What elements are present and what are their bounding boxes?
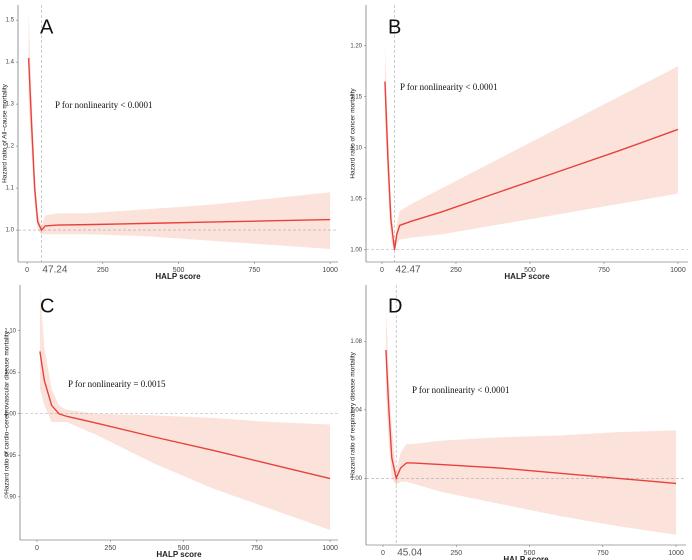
y-axis-label: Hazard ratio of cancer mortality [350, 88, 357, 179]
annotation: P for nonlinearity < 0.0001 [55, 100, 152, 110]
x-axis-label: HALP score [156, 550, 202, 559]
y-tick-label: 1.05 [350, 196, 362, 202]
x-tick-label: 500 [524, 550, 536, 557]
y-tick-label: 1.20 [350, 43, 362, 49]
panel-title: D [388, 295, 402, 317]
x-axis-label: HALP score [504, 272, 550, 281]
y-tick-label: 1.00 [350, 476, 362, 482]
cutoff-label: 47.24 [42, 265, 67, 276]
spline-line [384, 81, 679, 250]
y-tick-label: 1.00 [350, 247, 362, 253]
x-tick-label: 1000 [322, 545, 338, 552]
y-axis-label: Hazard ratio of All−cause mortality [2, 83, 9, 183]
y-tick-label: 1.15 [350, 94, 362, 100]
y-tick-label: 0.95 [4, 453, 16, 459]
panel-title: A [40, 16, 54, 38]
ci-band [384, 45, 678, 252]
ci-band [385, 307, 677, 535]
x-tick-label: 0 [381, 550, 385, 557]
spline-line [39, 351, 331, 480]
y-tick-label: 0.90 [4, 494, 16, 500]
y-tick-label: 1.00 [4, 411, 16, 417]
x-tick-label: 0 [35, 545, 39, 552]
spline-line [385, 349, 677, 485]
x-tick-label: 500 [178, 545, 190, 552]
y-tick-label: 1.10 [4, 328, 16, 334]
cutoff-label: 42.47 [396, 265, 421, 276]
x-tick-label: 500 [173, 267, 185, 274]
x-tick-label: 250 [450, 267, 462, 274]
y-tick-label: 1.04 [350, 407, 362, 413]
y-tick-label: 1.4 [6, 60, 15, 66]
ci-band [39, 289, 331, 531]
y-tick-label: 1.5 [6, 18, 15, 24]
x-tick-label: 250 [97, 267, 109, 274]
y-tick-label: 1.10 [350, 145, 362, 151]
y-axis-label: Hazard ratio of respiratory disease mort… [350, 351, 357, 477]
x-tick-label: 1000 [670, 267, 686, 274]
x-tick-label: 1000 [322, 267, 338, 274]
x-axis-label: HALP score [155, 272, 201, 281]
y-tick-label: 1.08 [350, 339, 362, 345]
cutoff-label: 45.04 [397, 548, 422, 559]
x-tick-label: 250 [104, 545, 116, 552]
y-tick-label: 1.1 [6, 186, 15, 192]
panel-title: B [388, 16, 401, 38]
x-tick-label: 750 [249, 267, 261, 274]
panel-title: C [40, 295, 54, 317]
ci-band [28, 11, 331, 249]
x-tick-label: 500 [524, 267, 536, 274]
x-tick-label: 250 [450, 550, 462, 557]
x-tick-label: 750 [597, 550, 609, 557]
y-tick-label: 1.0 [6, 228, 15, 234]
y-axis-label: Hazard ratio of cardio−cerebrovascular d… [4, 330, 11, 494]
x-tick-label: 1000 [668, 550, 684, 557]
y-tick-label: 1.3 [6, 102, 15, 108]
x-tick-label: 0 [380, 267, 384, 274]
y-tick-label: 1.2 [6, 144, 15, 150]
spline-line [27, 57, 331, 232]
y-tick-label: 1.05 [4, 370, 16, 376]
x-tick-label: 750 [598, 267, 610, 274]
annotation: P for nonlinearity < 0.0001 [412, 385, 509, 395]
annotation: P for nonlinearity = 0.0015 [68, 379, 166, 389]
x-axis-label: HALP score [503, 555, 549, 560]
annotation: P for nonlinearity < 0.0001 [400, 82, 497, 92]
x-tick-label: 750 [251, 545, 263, 552]
x-tick-label: 0 [25, 267, 29, 274]
